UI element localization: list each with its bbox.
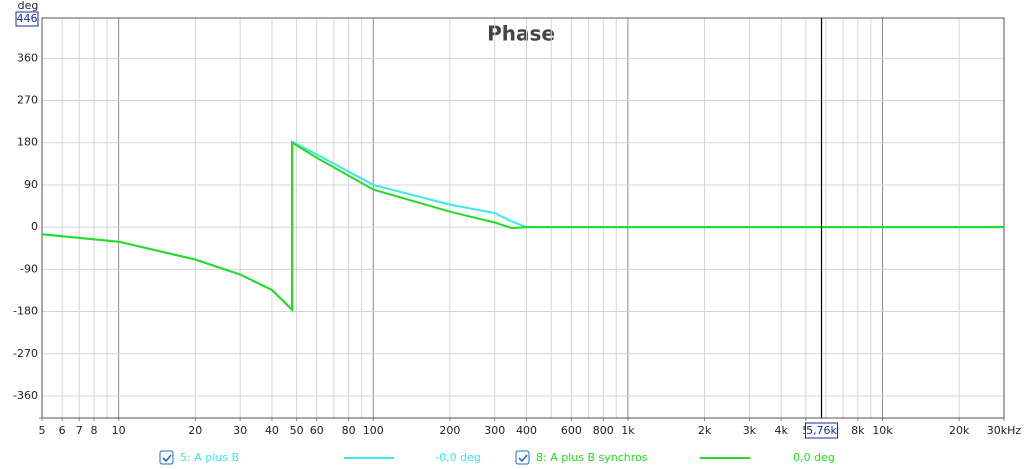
x-tick-label: 6: [59, 424, 66, 437]
legend-check: [162, 454, 172, 463]
x-tick-label: 400: [516, 424, 537, 437]
series-line: [41, 140, 1004, 313]
plot-frame: [41, 17, 1005, 419]
y-tick-label: 90: [24, 178, 38, 191]
x-tick-label: 100: [363, 424, 384, 437]
x-tick-label: 5: [39, 424, 46, 437]
legend-name: 8: A plus B synchros: [536, 451, 648, 464]
y-tick-label: -270: [13, 347, 38, 360]
x-tick-label: 50: [290, 424, 304, 437]
x-tick-label: 8: [90, 424, 97, 437]
x-tick-label: 10k: [872, 424, 893, 437]
x-tick-label: 20: [188, 424, 202, 437]
y-tick-label: 360: [17, 51, 38, 64]
x-tick-label: 2k: [698, 424, 712, 437]
y-tick-label: 0: [31, 220, 38, 233]
y-tick-label: 180: [17, 136, 38, 149]
x-tick-label: 60: [310, 424, 324, 437]
x-tick-label: 800: [593, 424, 614, 437]
legend-check: [518, 454, 528, 463]
y-unit: deg: [18, 0, 39, 12]
x-tick-label: 8k: [851, 424, 865, 437]
x-tick-label: 20k: [949, 424, 970, 437]
x-tick-label: 80: [342, 424, 356, 437]
legend-checkbox[interactable]: [515, 450, 530, 465]
x-tick-label: 600: [561, 424, 582, 437]
x-tick-label: 300: [484, 424, 505, 437]
cursor-box: [805, 422, 839, 439]
x-tick-label: 10: [112, 424, 126, 437]
y-tick-label: -360: [13, 389, 38, 402]
x-tick-label: 4k: [775, 424, 789, 437]
ylim-box: [15, 11, 39, 27]
x-tick-label: 30: [233, 424, 247, 437]
legend-readout: 0,0 deg: [793, 451, 835, 464]
ylim-label: 446: [17, 12, 38, 25]
legend-readout: -0,0 deg: [435, 451, 481, 464]
x-tick-label: 40: [265, 424, 279, 437]
chart-title: Phase: [487, 22, 555, 46]
x-tick-label: 200: [439, 424, 460, 437]
legend-name: 5: A plus B: [180, 451, 239, 464]
y-tick-label: -90: [20, 262, 38, 275]
cursor-label: 5,76k: [806, 424, 837, 437]
y-tick-label: -180: [13, 305, 38, 318]
x-tick-label: 7: [76, 424, 83, 437]
x-tick-label: 30kHz: [987, 424, 1022, 437]
x-tick-label: 3k: [743, 424, 757, 437]
x-tick-label: 1k: [621, 424, 635, 437]
y-tick-label: 270: [17, 94, 38, 107]
legend-checkbox[interactable]: [159, 450, 174, 465]
